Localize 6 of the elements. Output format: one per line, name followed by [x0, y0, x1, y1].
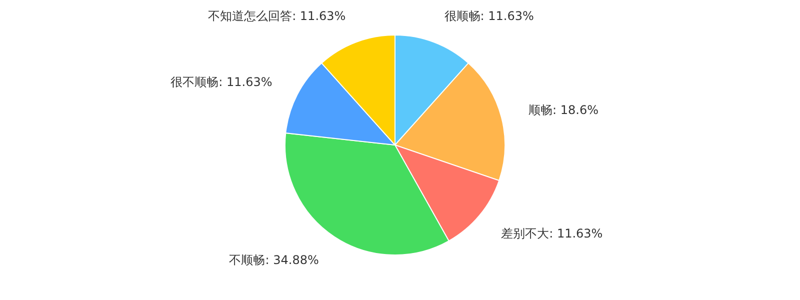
slice-label: 很不顺畅: 11.63% — [170, 74, 272, 89]
slice-label: 顺畅: 18.6% — [528, 103, 598, 118]
slice-label: 不知道怎么回答: 11.63% — [208, 9, 346, 24]
slice-label: 差别不大: 11.63% — [501, 226, 603, 240]
slice-label: 不顺畅: 34.88% — [229, 253, 319, 268]
slice-label: 很顺畅: 11.63% — [444, 9, 534, 24]
